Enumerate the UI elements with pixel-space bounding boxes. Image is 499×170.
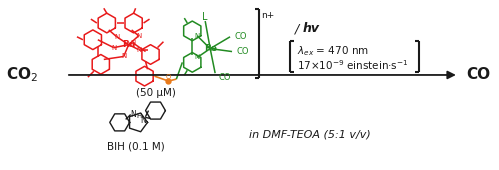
- Polygon shape: [98, 13, 115, 33]
- Text: Ru: Ru: [122, 40, 135, 49]
- Text: N: N: [136, 47, 141, 53]
- Text: CO$_2$: CO$_2$: [6, 66, 38, 84]
- Text: $\lambda_{ex}$ = 470 nm: $\lambda_{ex}$ = 470 nm: [297, 45, 369, 58]
- Text: N: N: [111, 45, 116, 51]
- Text: hv: hv: [302, 22, 320, 35]
- Text: N: N: [114, 34, 119, 40]
- Text: N: N: [131, 110, 137, 119]
- Text: N: N: [195, 54, 200, 61]
- Text: in DMF-TEOA (5:1 v/v): in DMF-TEOA (5:1 v/v): [249, 129, 370, 139]
- Text: N: N: [195, 33, 200, 39]
- Text: CO: CO: [467, 67, 491, 82]
- Text: (50 μM): (50 μM): [136, 88, 176, 98]
- Text: N: N: [130, 40, 135, 46]
- Polygon shape: [125, 13, 142, 33]
- Text: O: O: [166, 74, 171, 80]
- Text: H: H: [136, 114, 141, 120]
- Text: BIH (0.1 M): BIH (0.1 M): [107, 142, 165, 152]
- Text: N: N: [141, 116, 146, 125]
- Polygon shape: [92, 55, 109, 74]
- Text: Re: Re: [204, 44, 217, 53]
- Polygon shape: [184, 21, 201, 41]
- Text: CO: CO: [218, 73, 231, 82]
- Text: CO: CO: [236, 47, 249, 56]
- Polygon shape: [110, 114, 130, 131]
- Polygon shape: [184, 53, 201, 72]
- Text: L: L: [203, 12, 208, 22]
- Text: CO: CO: [234, 32, 247, 41]
- Polygon shape: [136, 66, 153, 86]
- Polygon shape: [142, 45, 159, 64]
- Polygon shape: [146, 102, 166, 119]
- Text: N: N: [121, 54, 126, 59]
- Polygon shape: [84, 30, 101, 50]
- Text: N: N: [136, 33, 141, 39]
- Text: n+: n+: [261, 11, 274, 20]
- Text: 17×10$^{-9}$ einstein·s$^{-1}$: 17×10$^{-9}$ einstein·s$^{-1}$: [297, 58, 408, 72]
- Text: /: /: [295, 22, 303, 35]
